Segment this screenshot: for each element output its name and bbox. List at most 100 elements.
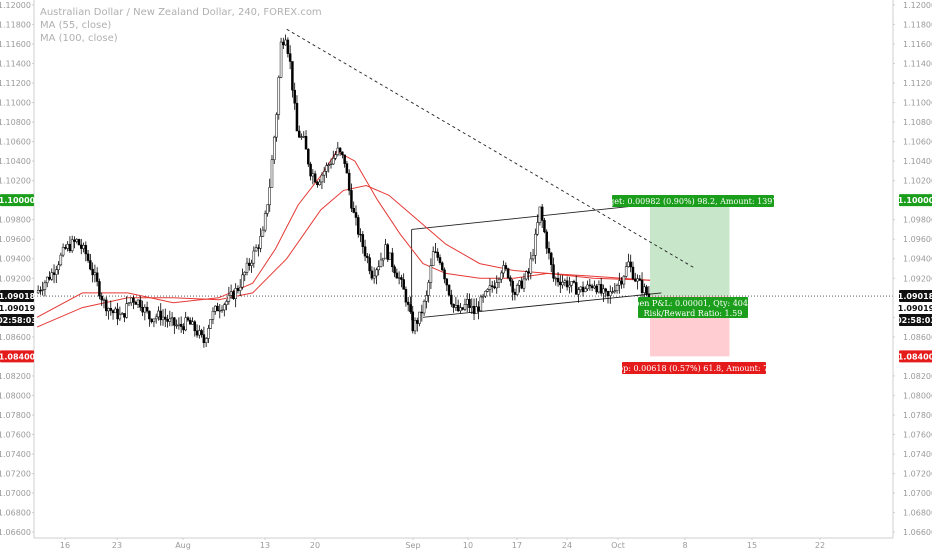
target-zone bbox=[650, 200, 730, 297]
y-tick-label-left: 1.10200 bbox=[0, 177, 31, 186]
candle-body bbox=[61, 247, 65, 256]
candle-body bbox=[143, 306, 147, 313]
candle-body bbox=[139, 299, 142, 308]
stop-price-badge-right: 1.08400 bbox=[898, 352, 932, 361]
y-tick-label-right: 1.09400 bbox=[903, 255, 932, 264]
candle-body bbox=[486, 289, 489, 292]
candle-body bbox=[118, 313, 122, 320]
candle-body bbox=[570, 281, 573, 286]
legend-title: Australian Dollar / New Zealand Dollar, … bbox=[40, 7, 322, 18]
candle-body bbox=[177, 323, 181, 326]
candle-body bbox=[359, 234, 362, 236]
candle-body bbox=[490, 285, 494, 287]
candle-body bbox=[134, 301, 138, 305]
candle-body bbox=[234, 288, 237, 299]
candle-body bbox=[82, 245, 85, 249]
x-tick-label: 20 bbox=[310, 541, 320, 550]
candle-body bbox=[43, 282, 47, 290]
candle-body bbox=[593, 285, 596, 289]
candle-body bbox=[375, 269, 378, 277]
candle-body bbox=[184, 317, 187, 331]
candle-body bbox=[148, 310, 151, 320]
candle-body bbox=[227, 294, 231, 302]
candle-body bbox=[590, 285, 594, 289]
candle-body bbox=[66, 243, 69, 249]
countdown-badge-left: 02:58:03 bbox=[0, 316, 37, 325]
candle-body bbox=[107, 308, 110, 312]
candle-body bbox=[511, 280, 514, 293]
y-tick-label-left: 1.07000 bbox=[0, 489, 31, 498]
candle-body bbox=[579, 286, 583, 290]
x-tick-label: 8 bbox=[682, 541, 687, 550]
candle-body bbox=[52, 272, 56, 275]
candle-body bbox=[170, 317, 174, 320]
x-tick-label: 13 bbox=[260, 541, 270, 550]
candle-body bbox=[577, 289, 580, 295]
x-tick-label: 16 bbox=[60, 541, 70, 550]
candle-body bbox=[361, 234, 365, 247]
candle-body bbox=[275, 114, 278, 138]
candle-body bbox=[179, 323, 183, 327]
target-price-badge-left: 1.10000 bbox=[0, 196, 36, 205]
candle-body bbox=[120, 313, 124, 315]
candle-body bbox=[500, 272, 503, 280]
pnl-annotation-bg bbox=[638, 297, 748, 318]
candle-body bbox=[252, 250, 256, 264]
stop-annotation-bg bbox=[622, 362, 766, 374]
candle-body bbox=[604, 288, 607, 292]
candle-body bbox=[291, 61, 294, 91]
candle-body bbox=[438, 257, 442, 264]
candle-body bbox=[41, 289, 44, 291]
y-tick-label-left: 1.07600 bbox=[0, 431, 31, 440]
candle-body bbox=[409, 304, 412, 313]
candle-body bbox=[175, 324, 178, 327]
candle-body bbox=[220, 309, 224, 312]
candle-body bbox=[370, 270, 374, 279]
candle-body bbox=[75, 239, 78, 242]
y-tick-label-left: 1.07400 bbox=[0, 450, 31, 459]
candle-body bbox=[520, 280, 523, 289]
candle-body bbox=[561, 282, 564, 286]
candle-body bbox=[436, 251, 439, 258]
candle-body bbox=[236, 288, 240, 291]
target-annotation-text: Target: 0.00982 (0.90%) 98.2, Amount: 13… bbox=[596, 197, 790, 206]
candle-body bbox=[77, 239, 81, 246]
y-tick-label-left: 1.06600 bbox=[0, 528, 31, 537]
candle-body bbox=[488, 285, 492, 290]
countdown-badge-right-bg bbox=[899, 314, 932, 327]
candle-body bbox=[173, 317, 176, 326]
x-tick-label: 22 bbox=[815, 541, 825, 550]
y-tick-label-left: 1.08000 bbox=[0, 391, 31, 400]
candle-body bbox=[166, 319, 169, 322]
candle-body bbox=[70, 239, 74, 252]
candle-body bbox=[243, 272, 246, 276]
candle-body bbox=[556, 277, 560, 283]
candle-body bbox=[388, 252, 392, 260]
candle-body bbox=[595, 285, 598, 293]
stop-annotation-text: Stop: 0.00618 (0.57%) 61.8, Amount: 750 bbox=[610, 364, 779, 373]
candle-body bbox=[431, 251, 435, 266]
current-price-badge-left: 1.09018 bbox=[0, 292, 36, 301]
candle-body bbox=[372, 275, 376, 279]
candle-body bbox=[284, 39, 287, 46]
candle-body bbox=[55, 269, 58, 275]
candle-body bbox=[522, 278, 526, 289]
candle-body bbox=[509, 277, 512, 282]
candle-body bbox=[93, 272, 97, 276]
y-tick-label-right: 1.11800 bbox=[903, 20, 932, 29]
candle-body bbox=[270, 159, 274, 188]
candle-body bbox=[513, 291, 517, 295]
candle-body bbox=[552, 264, 555, 279]
candle-body bbox=[347, 172, 351, 191]
candle-body bbox=[225, 301, 228, 305]
candle-body bbox=[350, 190, 353, 209]
candle-body bbox=[493, 286, 496, 289]
candle-body bbox=[454, 304, 458, 308]
candle-body bbox=[202, 334, 206, 343]
target-price-badge-right: 1.10000 bbox=[898, 196, 932, 205]
y-tick-label-left: 1.09400 bbox=[0, 255, 31, 264]
candle-body bbox=[406, 301, 410, 305]
candle-body bbox=[527, 271, 530, 274]
